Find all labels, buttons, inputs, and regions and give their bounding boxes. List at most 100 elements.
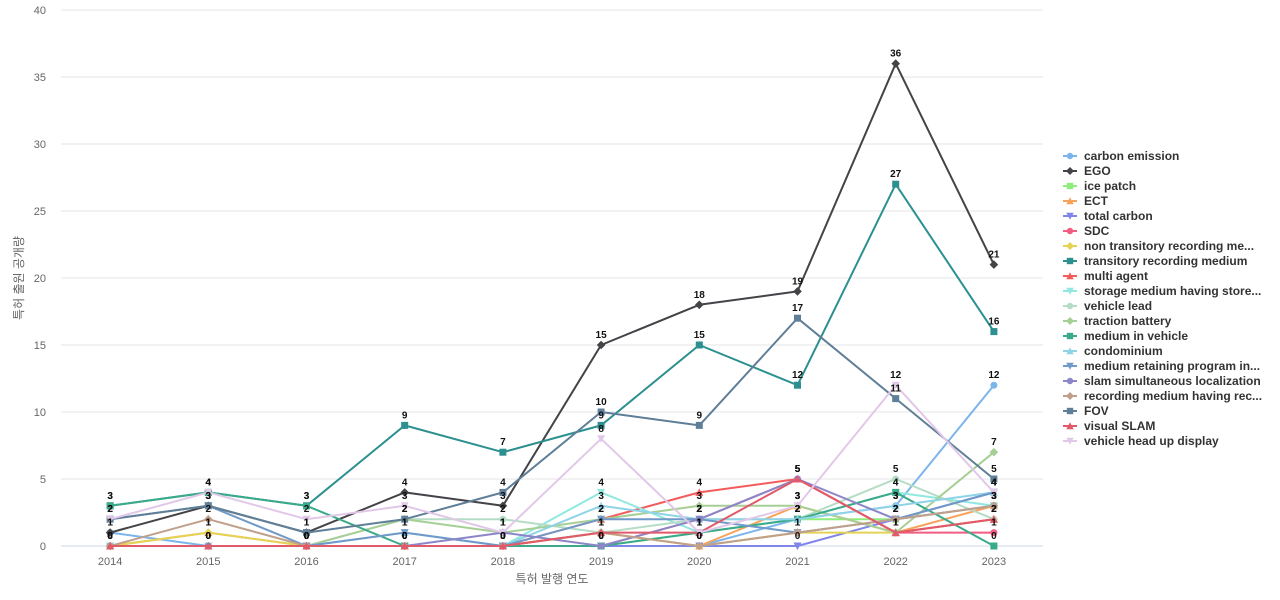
- data-label: 4: [206, 477, 212, 488]
- data-point: [891, 514, 900, 524]
- data-label: 2: [697, 504, 703, 515]
- data-point: [498, 542, 507, 550]
- legend-item[interactable]: recording medium having rec...: [1063, 389, 1262, 403]
- legend-label: ECT: [1084, 194, 1109, 208]
- legend-item[interactable]: slam simultaneous localization: [1063, 374, 1261, 388]
- x-tick-label: 2023: [982, 556, 1006, 568]
- data-label: 1: [107, 518, 113, 529]
- data-label: 0: [500, 531, 506, 542]
- data-label: 12: [890, 370, 902, 381]
- data-point: [990, 381, 998, 389]
- data-label: 3: [991, 491, 997, 502]
- data-label: 3: [991, 491, 997, 502]
- legend-item[interactable]: EGO: [1063, 164, 1111, 178]
- data-label: 0: [304, 531, 310, 542]
- data-label: 0: [304, 531, 310, 542]
- data-point: [400, 542, 409, 550]
- data-label: 0: [107, 531, 113, 542]
- x-tick-label: 2014: [98, 556, 122, 568]
- legend-label: storage medium having store...: [1084, 284, 1261, 298]
- data-label: 5: [795, 464, 801, 475]
- legend-marker: [1066, 332, 1074, 340]
- data-point: [499, 488, 507, 496]
- data-label: 2: [991, 504, 997, 515]
- legend-marker: [1066, 257, 1074, 265]
- data-label: 2: [795, 504, 801, 515]
- data-point: [793, 528, 802, 537]
- data-label: 2: [598, 504, 604, 515]
- data-label: 0: [697, 531, 703, 542]
- series-lines: [105, 59, 999, 551]
- data-label: 11: [890, 384, 901, 395]
- legend-marker: [1066, 152, 1074, 160]
- data-label: 1: [206, 518, 212, 529]
- data-label: 2: [991, 504, 997, 515]
- legend-item[interactable]: carbon emission: [1063, 149, 1179, 163]
- legend-item[interactable]: vehicle lead: [1063, 299, 1152, 313]
- data-point: [892, 395, 900, 403]
- legend-item[interactable]: medium retaining program in...: [1063, 359, 1260, 373]
- data-label: 4: [991, 477, 997, 488]
- legend-item[interactable]: visual SLAM: [1063, 419, 1155, 433]
- data-label: 3: [402, 491, 408, 502]
- y-tick-label: 5: [40, 474, 46, 486]
- data-label: 21: [988, 250, 1000, 261]
- data-label: 1: [795, 518, 801, 529]
- y-tick-label: 10: [34, 407, 46, 419]
- data-point: [400, 502, 409, 510]
- legend-item[interactable]: condominium: [1063, 344, 1163, 358]
- legend-item[interactable]: total carbon: [1063, 209, 1153, 223]
- data-label: 1: [304, 518, 310, 529]
- data-label: 2: [991, 504, 997, 515]
- data-point: [106, 515, 115, 524]
- series-line: [109, 62, 995, 534]
- data-label: 0: [402, 531, 408, 542]
- data-label: 2: [598, 504, 604, 515]
- data-point: [695, 300, 704, 310]
- data-label: 3: [991, 491, 997, 502]
- legend-item[interactable]: storage medium having store...: [1063, 284, 1261, 298]
- data-label: 0: [500, 531, 506, 542]
- legend-item[interactable]: transitory recording medium: [1063, 254, 1247, 268]
- data-label: 0: [206, 531, 212, 542]
- data-label: 2: [402, 504, 408, 515]
- data-point: [303, 502, 310, 510]
- data-point: [401, 421, 409, 429]
- legend-item[interactable]: SDC: [1063, 224, 1110, 238]
- data-label: 0: [304, 531, 310, 542]
- data-point: [989, 447, 999, 457]
- data-point: [204, 502, 212, 510]
- data-label: 0: [107, 531, 113, 542]
- data-point: [302, 542, 311, 550]
- data-label: 0: [107, 531, 113, 542]
- legend-marker: [1066, 197, 1074, 205]
- data-point: [498, 501, 508, 511]
- data-label: 0: [402, 531, 408, 542]
- legend-label: carbon emission: [1084, 149, 1179, 163]
- legend-item[interactable]: traction battery: [1063, 314, 1172, 328]
- data-label: 1: [598, 518, 604, 529]
- data-point: [400, 529, 409, 537]
- data-label: 9: [697, 410, 703, 421]
- legend-marker: [1066, 242, 1074, 250]
- data-label: 0: [304, 531, 310, 542]
- legend-item[interactable]: vehicle head up display: [1063, 434, 1219, 448]
- legend-item[interactable]: medium in vehicle: [1063, 329, 1188, 343]
- legend-marker: [1066, 272, 1074, 280]
- data-point: [499, 515, 507, 523]
- data-label: 1: [402, 518, 408, 529]
- data-point: [106, 542, 115, 550]
- data-label: 0: [500, 531, 506, 542]
- legend-item[interactable]: ECT: [1063, 194, 1109, 208]
- data-point: [891, 501, 900, 510]
- legend-item[interactable]: FOV: [1063, 404, 1109, 418]
- legend-item[interactable]: non transitory recording me...: [1063, 239, 1254, 253]
- x-axis-title: 특허 발행 연도: [516, 571, 589, 586]
- legend-item[interactable]: multi agent: [1063, 269, 1148, 283]
- legend-item[interactable]: ice patch: [1063, 179, 1136, 193]
- data-label: 0: [697, 531, 703, 542]
- data-point: [596, 340, 606, 350]
- data-point: [892, 488, 900, 496]
- x-tick-label: 2017: [392, 556, 416, 568]
